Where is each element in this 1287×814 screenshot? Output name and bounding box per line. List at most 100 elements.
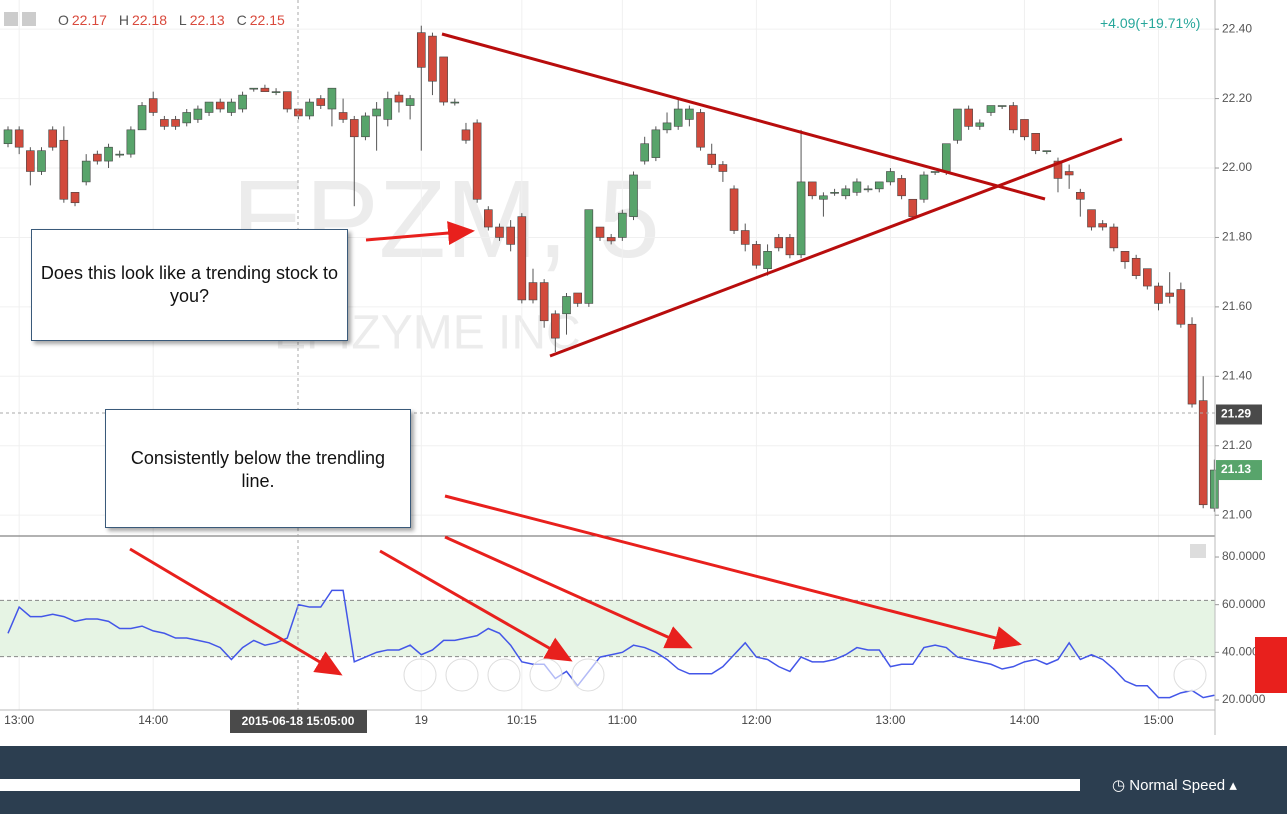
candle-body — [160, 119, 169, 127]
price-marker-box — [1216, 404, 1262, 425]
settings-icon[interactable] — [22, 12, 36, 26]
candle-body — [450, 101, 460, 104]
candle-body — [908, 198, 918, 217]
candle-body — [1109, 226, 1119, 249]
scroll-end[interactable] — [1173, 658, 1207, 692]
candle-body — [886, 171, 895, 183]
y-tick-label: 21.80 — [1222, 230, 1252, 244]
candle-body — [1120, 251, 1130, 263]
candle-body — [405, 98, 415, 106]
zoom-in[interactable] — [529, 658, 563, 692]
annotation-box: Consistently below the trendling line. — [105, 409, 411, 528]
candle-body — [618, 212, 627, 238]
x-tick-label: 13:00 — [875, 713, 905, 727]
candle-body — [1008, 105, 1018, 131]
candle-body — [26, 150, 35, 172]
candle-body — [305, 101, 314, 117]
candle-body — [372, 108, 381, 117]
candle-body — [673, 108, 683, 127]
nav-left[interactable] — [403, 658, 437, 692]
candle-body — [182, 112, 192, 124]
candle-body — [662, 122, 672, 131]
candle-body — [484, 209, 493, 228]
reset[interactable] — [487, 658, 521, 692]
zoom-out[interactable] — [445, 658, 479, 692]
arrow — [365, 221, 475, 245]
footer-bar: ◷ Normal Speed ▴ — [0, 746, 1287, 814]
trend-line — [549, 137, 1123, 358]
nav-buttons — [403, 658, 1207, 692]
candle-body — [819, 195, 828, 200]
y-tick-label: 21.00 — [1222, 507, 1252, 521]
candle-body — [115, 153, 124, 156]
candle-body — [137, 105, 147, 131]
candle-body — [1176, 289, 1186, 325]
ohlc-value: 22.18 — [131, 12, 167, 28]
price-marker-box — [1216, 460, 1262, 481]
candle-body — [249, 87, 259, 90]
y-tick-label: 80.0000 — [1222, 549, 1266, 563]
candle-body — [461, 129, 471, 141]
candle-body — [1076, 192, 1085, 200]
candle-body — [606, 237, 616, 242]
y-tick-label: 40.0000 — [1222, 645, 1266, 659]
candle-body — [953, 108, 962, 141]
candle-body — [349, 119, 359, 138]
candle-body — [282, 91, 292, 110]
candle-body — [1165, 292, 1174, 297]
price-marker-label: 21.29 — [1221, 407, 1251, 421]
bug-report-button[interactable] — [1255, 637, 1287, 693]
crosshair-time-box — [230, 710, 367, 733]
ohlc-header: O 22.17 H 22.18 L 22.13 C 22.15 — [58, 12, 293, 28]
arrow — [379, 549, 573, 662]
candle-body — [171, 119, 180, 127]
x-tick-label: 11:00 — [608, 713, 637, 727]
ohlc-value: 22.17 — [71, 12, 107, 28]
nav-right[interactable] — [571, 658, 605, 692]
candle-body — [316, 98, 326, 106]
candle-body — [796, 181, 806, 256]
ohlc-label: O — [58, 12, 69, 28]
y-tick-label: 22.40 — [1222, 21, 1252, 35]
speed-selector[interactable]: ◷ Normal Speed ▴ — [1112, 777, 1237, 794]
candle-body — [238, 94, 247, 110]
candle-body — [416, 32, 426, 68]
candle-body — [260, 87, 270, 92]
candle-body — [562, 296, 571, 315]
x-tick-label: 12:00 — [741, 713, 771, 727]
candle-body — [495, 226, 504, 238]
candle-body — [941, 143, 951, 172]
candle-body — [685, 108, 694, 120]
candle-body — [696, 112, 705, 148]
candle-body — [807, 181, 817, 197]
candle-body — [271, 91, 281, 93]
candle-body — [707, 153, 717, 165]
y-tick-label: 22.00 — [1222, 160, 1252, 174]
settings-icon[interactable] — [4, 12, 18, 26]
candle-body — [718, 164, 728, 172]
maximize-button[interactable] — [1190, 544, 1206, 558]
candle-body — [539, 282, 549, 322]
candle-body — [1098, 223, 1107, 228]
candle-body — [338, 112, 348, 120]
candle-body — [148, 98, 158, 113]
candle-body — [1143, 268, 1152, 287]
candle-body — [964, 108, 973, 127]
trend-line — [441, 32, 1046, 201]
candle-body — [595, 226, 605, 238]
candle-body — [1210, 469, 1219, 509]
y-tick-label: 21.60 — [1222, 299, 1252, 313]
candle-body — [1042, 150, 1052, 152]
candle-body — [81, 160, 91, 183]
x-tick-label: 15:00 — [1143, 713, 1173, 727]
candle-body — [841, 188, 851, 197]
candle-body — [1187, 323, 1197, 405]
price-marker-label: 21.13 — [1221, 462, 1251, 476]
candle-body — [763, 251, 772, 269]
y-tick-label: 21.20 — [1222, 438, 1252, 452]
candle-body — [785, 237, 795, 256]
ohlc-label: C — [236, 12, 247, 28]
candle-body — [975, 122, 985, 127]
arrows — [129, 221, 1022, 676]
